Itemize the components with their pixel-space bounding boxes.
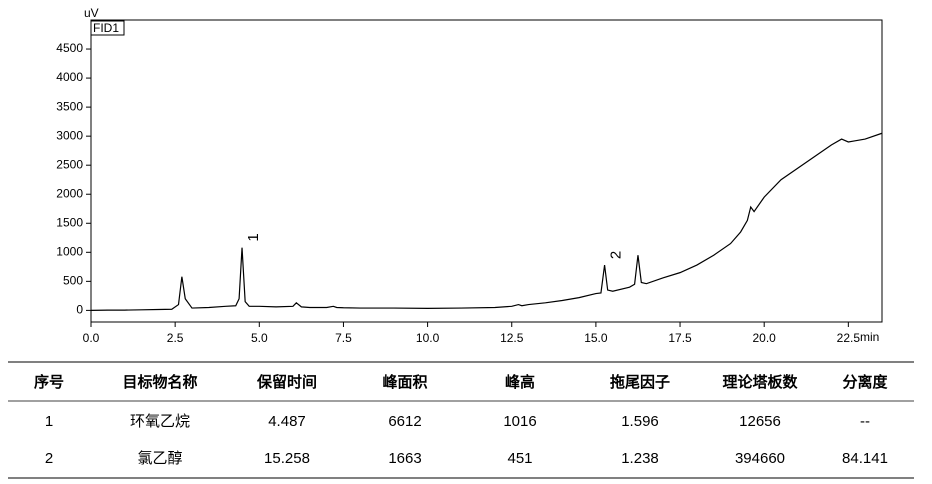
y-tick-label: 4000: [56, 70, 83, 84]
table-cell: 2: [45, 450, 53, 467]
y-tick-label: 500: [63, 274, 83, 288]
table-header: 拖尾因子: [610, 373, 670, 391]
table-cell: 1.238: [621, 450, 659, 467]
x-tick-label: 10.0: [416, 331, 440, 345]
x-axis-label: min: [860, 330, 879, 344]
table-cell: 1.596: [621, 413, 659, 430]
table-cell: 1: [45, 413, 53, 430]
legend-entry: FID1: [93, 21, 119, 35]
y-tick-label: 1500: [56, 215, 83, 229]
table-header: 保留时间: [256, 373, 317, 391]
table-header: 理论塔板数: [722, 373, 798, 391]
y-tick-label: 1000: [56, 244, 83, 258]
x-tick-label: 7.5: [335, 331, 352, 345]
y-tick-label: 4500: [56, 41, 83, 55]
x-tick-label: 5.0: [251, 331, 268, 345]
peak-label: 1: [245, 233, 262, 241]
table-header: 序号: [34, 373, 64, 391]
x-tick-label: 20.0: [753, 331, 777, 345]
plot-frame: [90, 19, 883, 323]
table-cell: 1663: [388, 450, 421, 467]
y-tick-label: 0: [76, 303, 83, 317]
table-cell: 4.487: [268, 413, 306, 430]
x-tick-label: 2.5: [167, 331, 184, 345]
y-tick-label: 3500: [56, 99, 83, 113]
table-cell: 394660: [735, 450, 785, 467]
table-cell: 84.141: [842, 450, 888, 467]
y-tick-label: 3000: [56, 128, 83, 142]
table-header: 目标物名称: [122, 373, 197, 391]
table-header: 峰面积: [382, 373, 427, 391]
y-axis-label: uV: [84, 6, 99, 20]
peak-label: 2: [608, 251, 625, 259]
y-tick-label: 2500: [56, 157, 83, 171]
table-header: 峰高: [505, 373, 535, 391]
table-cell: --: [860, 413, 870, 430]
table-cell: 氯乙醇: [137, 450, 182, 467]
legend-box: [90, 20, 125, 36]
table-cell: 6612: [388, 413, 421, 430]
table-cell: 环氧乙烷: [130, 413, 190, 430]
table-header: 分离度: [842, 373, 888, 391]
y-tick-label: 2000: [56, 186, 83, 200]
trace: [90, 132, 883, 311]
table-cell: 1016: [503, 413, 536, 430]
x-tick-label: 12.5: [500, 331, 524, 345]
table-cell: 451: [507, 450, 532, 467]
table-cell: 15.258: [264, 450, 310, 467]
x-tick-label: 15.0: [584, 331, 608, 345]
table: 序号 目标物名称 保留时间 峰面积 峰高 拖尾因子 理论塔板数 分离度 1 环氧乙烷 4.487 66…: [8, 361, 914, 479]
table-cell: 12656: [739, 413, 781, 430]
x-tick-label: 17.5: [668, 331, 692, 345]
x-tick-label: 22.5: [837, 331, 861, 345]
x-tick-label: 0.0: [83, 331, 100, 345]
